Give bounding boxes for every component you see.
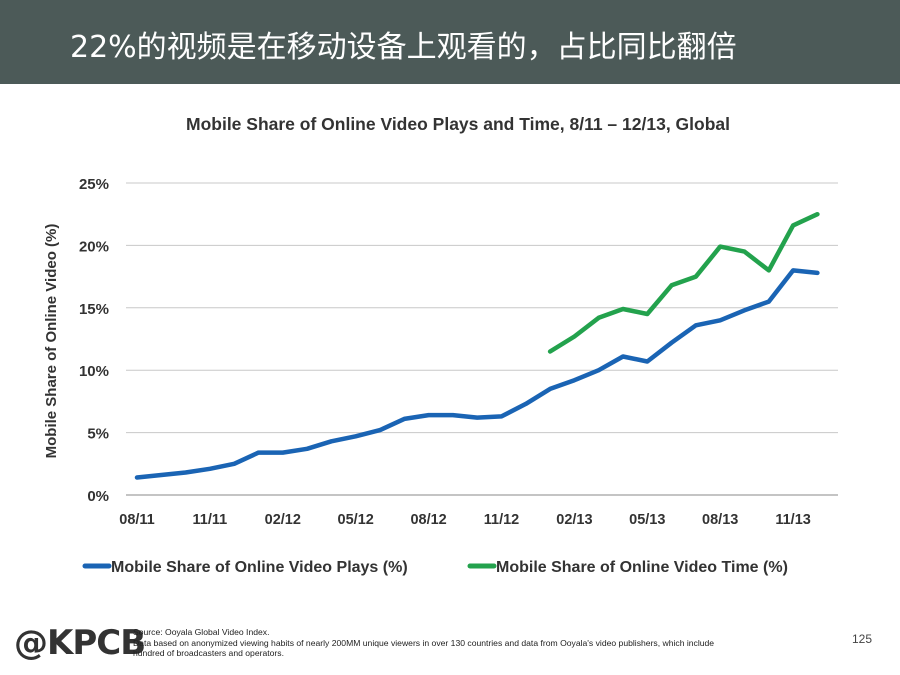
x-tick-label: 08/11 bbox=[119, 512, 155, 528]
line-chart: Mobile Share of Online Video Plays and T… bbox=[43, 114, 838, 576]
y-axis-ticks: 0% 5% 10% 15% 20% 25% bbox=[79, 176, 109, 505]
x-tick-label: 11/12 bbox=[484, 512, 520, 528]
x-tick-label: 05/13 bbox=[629, 512, 665, 528]
x-axis-ticks: 08/11 11/11 02/12 05/12 08/12 11/12 02/13 05/13… bbox=[119, 512, 811, 528]
source-note: Source: Ooyala Global Video Index. Data … bbox=[133, 627, 833, 659]
x-tick-label: 02/12 bbox=[265, 512, 301, 528]
gridlines bbox=[126, 182, 838, 496]
series-line bbox=[547, 211, 820, 354]
x-tick-label: 05/12 bbox=[338, 512, 374, 528]
y-tick-label: 15% bbox=[79, 301, 109, 318]
series-line bbox=[134, 268, 820, 480]
source-line: hundred of broadcasters and operators. bbox=[133, 648, 284, 658]
legend-label: Mobile Share of Online Video Plays (%) bbox=[111, 559, 408, 576]
y-tick-label: 10% bbox=[79, 363, 109, 380]
y-tick-label: 5% bbox=[87, 426, 109, 443]
legend-label: Mobile Share of Online Video Time (%) bbox=[496, 559, 788, 576]
kpcb-logo: @KPCB bbox=[14, 623, 146, 663]
x-tick-label: 08/13 bbox=[702, 512, 738, 528]
y-axis-label: Mobile Share of Online Video (%) bbox=[43, 224, 60, 459]
chart-title: Mobile Share of Online Video Plays and T… bbox=[186, 114, 730, 134]
header-bar: 22%的视频是在移动设备上观看的，占比同比翻倍 bbox=[0, 0, 900, 84]
source-line: Source: Ooyala Global Video Index. bbox=[133, 627, 270, 637]
page-title: 22%的视频是在移动设备上观看的，占比同比翻倍 bbox=[70, 30, 737, 65]
x-tick-label: 11/13 bbox=[775, 512, 811, 528]
series-group bbox=[134, 211, 820, 480]
y-tick-label: 25% bbox=[79, 176, 109, 193]
x-tick-label: 08/12 bbox=[410, 512, 446, 528]
x-tick-label: 11/11 bbox=[193, 512, 228, 528]
page-number: 125 bbox=[852, 632, 873, 646]
legend: Mobile Share of Online Video Plays (%) Mo… bbox=[82, 559, 788, 576]
y-tick-label: 0% bbox=[87, 488, 109, 505]
source-line: Data based on anonymized viewing habits … bbox=[133, 637, 715, 648]
x-tick-label: 02/13 bbox=[556, 512, 592, 528]
y-tick-label: 20% bbox=[79, 238, 109, 255]
